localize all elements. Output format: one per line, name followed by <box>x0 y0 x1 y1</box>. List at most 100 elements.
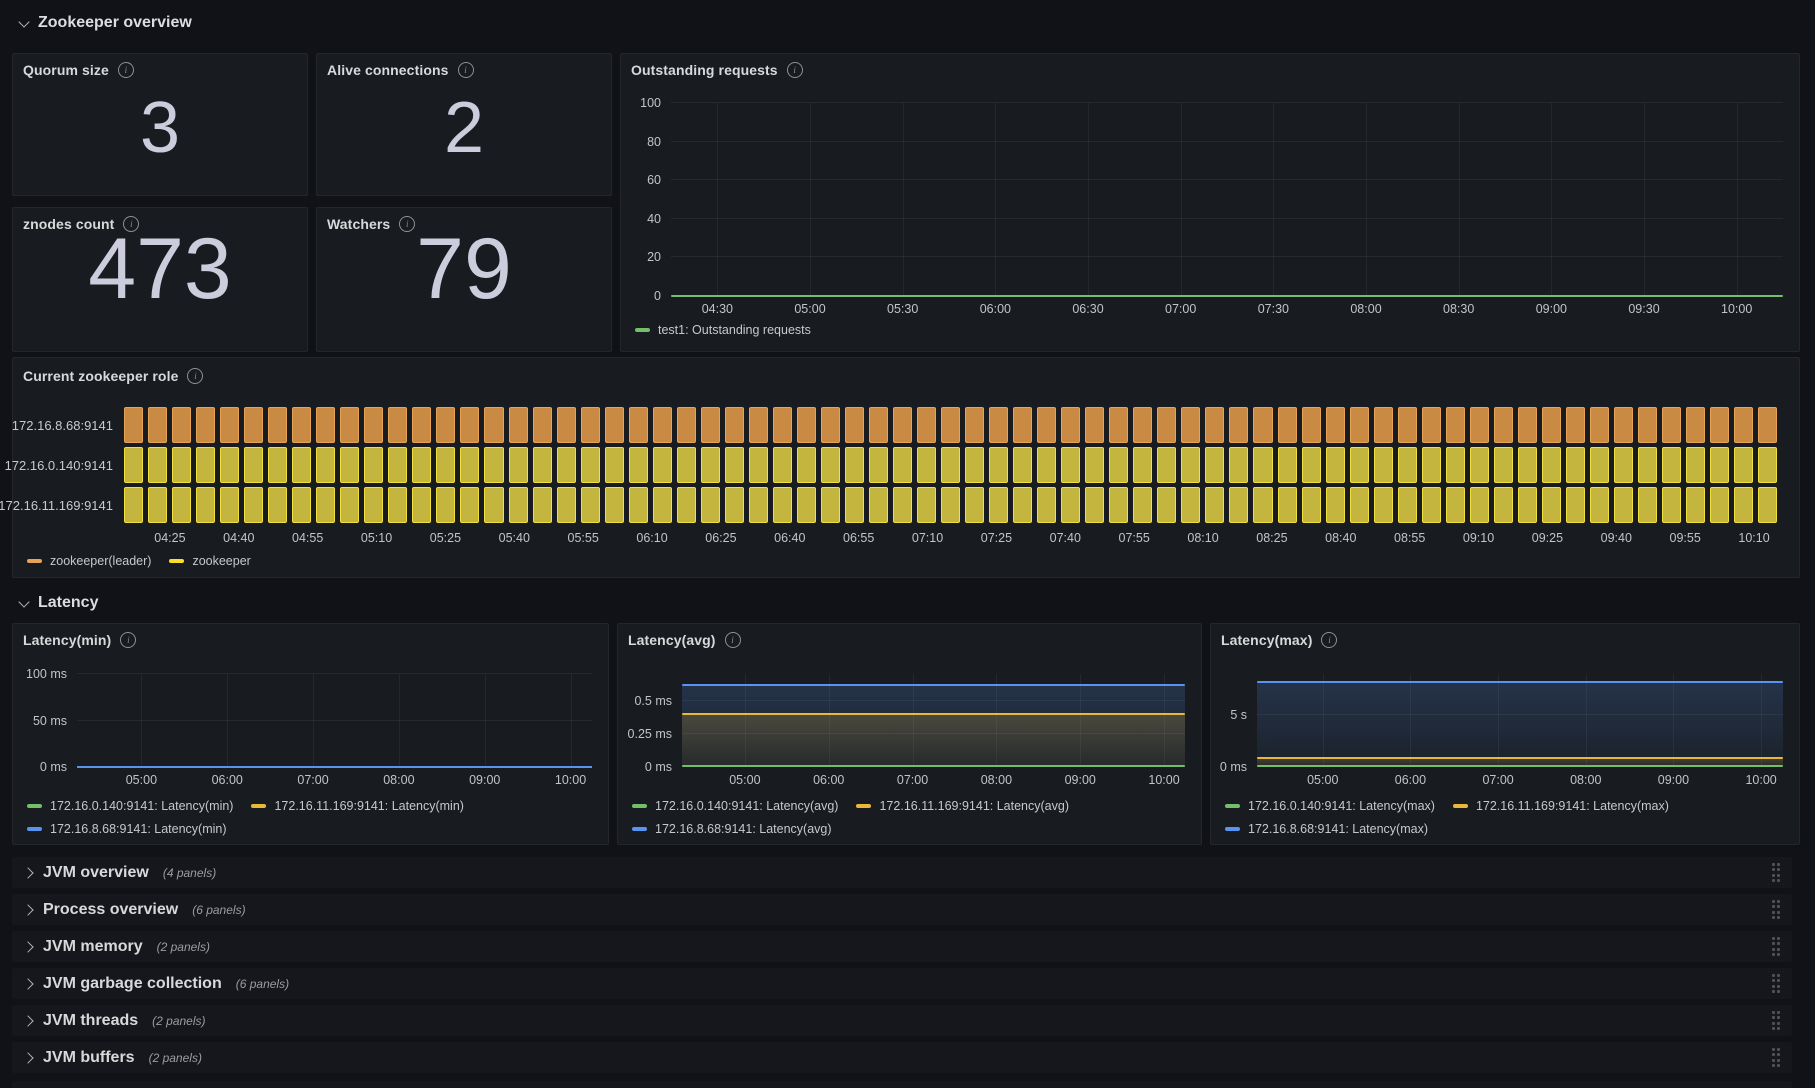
state-segment[interactable] <box>941 407 961 443</box>
state-segment[interactable] <box>1253 447 1273 483</box>
legend-item[interactable]: 172.16.11.169:9141: Latency(min) <box>251 796 464 815</box>
state-segment[interactable] <box>989 407 1009 443</box>
state-segment[interactable] <box>1397 487 1417 523</box>
state-segment[interactable] <box>1613 487 1633 523</box>
state-segment[interactable] <box>364 407 384 443</box>
state-segment[interactable] <box>1253 487 1273 523</box>
state-segment[interactable] <box>1541 487 1561 523</box>
state-segment[interactable] <box>1349 447 1369 483</box>
state-segment[interactable] <box>1133 487 1153 523</box>
state-segment[interactable] <box>1517 447 1537 483</box>
state-segment[interactable] <box>1157 447 1177 483</box>
state-segment[interactable] <box>700 407 720 443</box>
drag-handle[interactable] <box>1771 936 1783 957</box>
state-segment[interactable] <box>1253 407 1273 443</box>
state-segment[interactable] <box>628 407 648 443</box>
state-segment[interactable] <box>917 447 937 483</box>
state-segment[interactable] <box>556 407 576 443</box>
state-segment[interactable] <box>1205 407 1225 443</box>
state-segment[interactable] <box>724 447 744 483</box>
state-segment[interactable] <box>532 447 552 483</box>
panel-title[interactable]: Watchers <box>327 216 391 232</box>
state-segment[interactable] <box>1613 407 1633 443</box>
legend-item[interactable]: test1: Outstanding requests <box>635 320 811 339</box>
state-segment[interactable] <box>1277 487 1297 523</box>
state-segment[interactable] <box>868 407 888 443</box>
state-segment[interactable] <box>796 447 816 483</box>
state-segment[interactable] <box>412 487 432 523</box>
state-segment[interactable] <box>676 487 696 523</box>
state-segment[interactable] <box>868 487 888 523</box>
state-segment[interactable] <box>196 487 216 523</box>
state-segment[interactable] <box>748 407 768 443</box>
state-segment[interactable] <box>124 487 144 523</box>
state-segment[interactable] <box>796 407 816 443</box>
state-segment[interactable] <box>1373 487 1393 523</box>
legend-item[interactable]: 172.16.11.169:9141: Latency(max) <box>1452 796 1669 815</box>
state-segment[interactable] <box>1301 447 1321 483</box>
state-segment[interactable] <box>1421 407 1441 443</box>
legend-item[interactable]: 172.16.0.140:9141: Latency(avg) <box>632 796 838 815</box>
section-header-latency[interactable]: Latency <box>18 594 98 612</box>
state-segment[interactable] <box>1085 487 1105 523</box>
state-segment[interactable] <box>388 407 408 443</box>
state-segment[interactable] <box>1373 407 1393 443</box>
state-segment[interactable] <box>1710 447 1730 483</box>
state-segment[interactable] <box>820 447 840 483</box>
state-segment[interactable] <box>1133 407 1153 443</box>
state-segment[interactable] <box>1277 407 1297 443</box>
state-segment[interactable] <box>1133 447 1153 483</box>
info-icon[interactable] <box>457 62 474 78</box>
state-segment[interactable] <box>820 407 840 443</box>
info-icon[interactable] <box>1321 632 1338 648</box>
state-segment[interactable] <box>1565 487 1585 523</box>
state-segment[interactable] <box>1421 487 1441 523</box>
state-segment[interactable] <box>1109 447 1129 483</box>
info-icon[interactable] <box>120 632 137 648</box>
state-segment[interactable] <box>1229 487 1249 523</box>
state-segment[interactable] <box>1734 487 1754 523</box>
state-segment[interactable] <box>820 487 840 523</box>
state-segment[interactable] <box>532 407 552 443</box>
state-segment[interactable] <box>748 487 768 523</box>
panel-title[interactable]: Latency(max) <box>1221 632 1313 648</box>
state-segment[interactable] <box>1445 407 1465 443</box>
state-segment[interactable] <box>772 447 792 483</box>
state-segment[interactable] <box>772 407 792 443</box>
state-segment[interactable] <box>460 407 480 443</box>
info-icon[interactable] <box>187 368 204 384</box>
state-segment[interactable] <box>1205 487 1225 523</box>
state-segment[interactable] <box>1662 447 1682 483</box>
state-segment[interactable] <box>436 487 456 523</box>
state-segment[interactable] <box>628 447 648 483</box>
state-segment[interactable] <box>1589 407 1609 443</box>
state-segment[interactable] <box>1758 487 1778 523</box>
state-segment[interactable] <box>1445 487 1465 523</box>
state-segment[interactable] <box>1565 407 1585 443</box>
state-segment[interactable] <box>1493 447 1513 483</box>
state-segment[interactable] <box>508 407 528 443</box>
state-segment[interactable] <box>292 407 312 443</box>
state-segment[interactable] <box>340 487 360 523</box>
state-segment[interactable] <box>580 407 600 443</box>
state-segment[interactable] <box>1469 447 1489 483</box>
state-segment[interactable] <box>196 447 216 483</box>
state-segment[interactable] <box>893 447 913 483</box>
panel-title[interactable]: Latency(min) <box>23 632 112 648</box>
state-segment[interactable] <box>1037 407 1057 443</box>
collapsed-row-jvm-garbage-collection[interactable]: JVM garbage collection (6 panels) <box>12 968 1792 999</box>
state-segment[interactable] <box>220 407 240 443</box>
state-segment[interactable] <box>1686 407 1706 443</box>
state-segment[interactable] <box>196 407 216 443</box>
legend-item[interactable]: 172.16.8.68:9141: Latency(min) <box>27 819 227 838</box>
state-segment[interactable] <box>316 447 336 483</box>
state-segment[interactable] <box>1589 447 1609 483</box>
state-segment[interactable] <box>1637 487 1657 523</box>
state-segment[interactable] <box>340 407 360 443</box>
state-segment[interactable] <box>460 487 480 523</box>
state-segment[interactable] <box>292 447 312 483</box>
state-segment[interactable] <box>148 447 168 483</box>
state-segment[interactable] <box>1710 487 1730 523</box>
state-segment[interactable] <box>1397 447 1417 483</box>
state-segment[interactable] <box>1301 407 1321 443</box>
